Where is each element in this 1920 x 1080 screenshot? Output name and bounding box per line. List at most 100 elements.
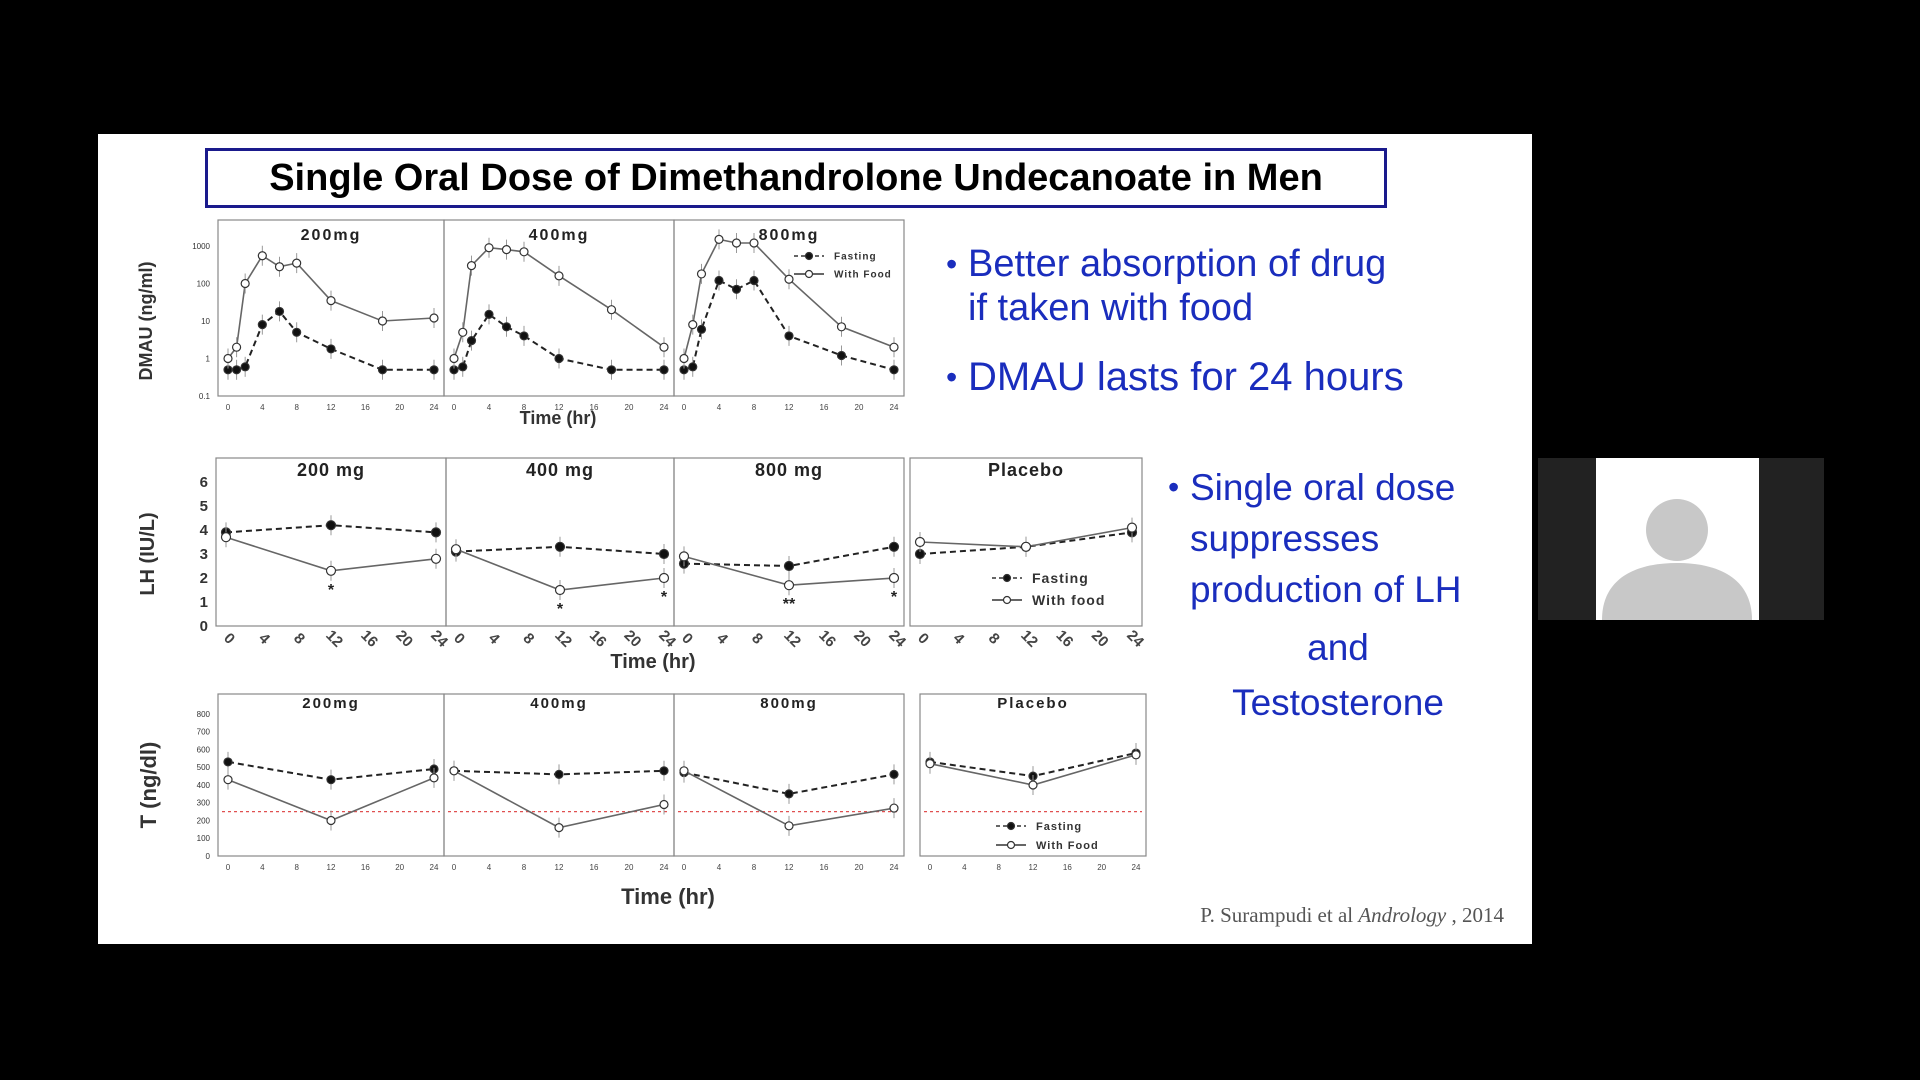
- chart-0-panel-1-point-with-food: [484, 243, 494, 253]
- chart-0-panel-0-point-with-food: [231, 342, 242, 352]
- chart-1-legend-marker-1: [1002, 595, 1012, 605]
- chart-1-ylabel: LH (IU/L): [137, 512, 159, 595]
- chart-1-panel-1-xtick-label: 12: [551, 627, 575, 651]
- chart-2-panel-1-xtick-label: 8: [522, 863, 527, 872]
- chart-2-panel-0-xtick-label: 8: [294, 863, 299, 872]
- chart-2-panel-2-series-fasting-line: [683, 771, 895, 795]
- chart-0-panel-2-xtick-label: 24: [890, 403, 899, 412]
- chart-1-ytick-label: 5: [200, 498, 208, 515]
- chart-2-panel-3-xtick-label: 8: [996, 863, 1001, 872]
- chart-1-panel-2-point-fasting: [888, 541, 900, 552]
- chart-0-panel-1-series-with-food-line: [453, 246, 665, 359]
- chart-1-panel-0-xtick-label: 0: [220, 630, 238, 648]
- citation-authors: P. Surampudi et al: [1200, 903, 1354, 927]
- chart-0-panel-1-xtick-label: 0: [452, 403, 457, 412]
- chart-0-panel-2-point-with-food: [889, 342, 899, 352]
- chart-2-panel-3-point-with-food: [925, 759, 935, 769]
- presentation-slide: Single Oral Dose of Dimethandrolone Unde…: [98, 134, 1532, 944]
- chart-1-panel-2-title: 800 mg: [755, 460, 823, 480]
- chart-2-panel-2-point-with-food: [889, 803, 899, 813]
- chart-1-panel-2-xtick-label: 0: [678, 630, 696, 648]
- bullet-absorption: • Better absorption of drug if taken wit…: [946, 243, 1387, 329]
- chart-0-panel-2-point-fasting: [714, 275, 724, 286]
- chart-0-panel-0-point-with-food: [257, 251, 267, 261]
- chart-2-ytick-label: 700: [197, 728, 211, 737]
- chart-0-panel-0-point-with-food: [377, 316, 388, 326]
- chart-0-panel-0-point-fasting: [240, 362, 250, 372]
- chart-1-panel-1-xtick-label: 8: [520, 630, 538, 648]
- participant-video: [1596, 458, 1759, 620]
- chart-2-panel-2-xtick-label: 4: [717, 863, 722, 872]
- chart-2-panel-0-xtick-label: 24: [430, 863, 439, 872]
- chart-2-panel-0-point-with-food: [223, 775, 233, 785]
- chart-0-legend-entry-0: Fasting: [834, 252, 877, 263]
- chart-2-panel-0-point-fasting: [223, 757, 233, 767]
- chart-1-panel-2-point-with-food: [783, 580, 795, 591]
- chart-2-ytick-label: 600: [197, 745, 211, 754]
- chart-1-panel-3-frame: [909, 457, 1143, 627]
- chart-2-panel-3-xtick-label: 24: [1132, 863, 1141, 872]
- chart-0-panel-2-point-with-food: [679, 353, 689, 364]
- chart-0-panel-0-point-fasting: [292, 327, 302, 337]
- citation-journal: Andrology: [1358, 903, 1447, 927]
- chart-1-ytick-label: 3: [200, 546, 208, 563]
- chart-2-panel-2-xtick-label: 16: [820, 863, 829, 872]
- chart-0-panel-1-point-with-food: [458, 327, 468, 337]
- chart-1-panel-3-title: Placebo: [988, 460, 1064, 480]
- chart-0-panel-1-point-fasting: [501, 322, 512, 332]
- chart-0-panel-1-point-with-food: [519, 247, 529, 257]
- chart-2-panel-1-xtick-label: 20: [625, 863, 634, 872]
- bullet-absorption-line1: Better absorption of drug: [968, 243, 1387, 285]
- chart-0-panel-2-point-with-food: [749, 238, 759, 248]
- chart-1-panel-3-xtick-label: 20: [1088, 627, 1112, 651]
- chart-0-panel-2-title: 800mg: [759, 227, 820, 244]
- bullet-duration: • DMAU lasts for 24 hours: [946, 355, 1404, 399]
- chart-1-panel-0-point-with-food: [220, 532, 232, 543]
- chart-2-panel-3-point-with-food: [1131, 750, 1141, 760]
- chart-0-panel-2-point-fasting: [889, 365, 899, 375]
- chart-0-panel-1-point-with-food: [466, 261, 477, 271]
- bullet-suppression-line1: Single oral dose: [1190, 467, 1456, 508]
- chart-1-panel-1-significance-marker: *: [557, 601, 564, 618]
- chart-0-ytick-label: 1000: [192, 242, 210, 251]
- chart-1-panel-2-xtick-label: 12: [780, 627, 804, 651]
- chart-2-panel-1-xtick-label: 0: [452, 863, 457, 872]
- chart-0-panel-0-point-fasting: [429, 365, 439, 375]
- chart-1-xlabel: Time (hr): [610, 651, 695, 673]
- chart-2-panel-2-point-with-food: [679, 766, 689, 776]
- chart-0-panel-2-point-fasting: [836, 350, 847, 361]
- chart-1-panel-0-xtick-label: 24: [427, 627, 451, 651]
- chart-1-panel-3-xtick-label: 12: [1017, 627, 1041, 651]
- chart-1-panel-1-xtick-label: 4: [485, 630, 503, 648]
- chart-1-panel-3-point-with-food: [914, 536, 926, 548]
- chart-1-ytick-label: 4: [200, 522, 209, 539]
- chart-1-panel-2-point-fasting: [783, 560, 795, 572]
- chart-0-panel-2-point-fasting: [749, 275, 759, 286]
- chart-2-legend-entry-1: With Food: [1036, 840, 1099, 852]
- chart-1-panel-2-significance-marker: **: [783, 596, 796, 613]
- bullet-suppression-line3: production of LH: [1190, 569, 1462, 610]
- chart-2-ylabel: T (ng/dl): [136, 742, 161, 829]
- chart-2-panel-1-point-fasting: [659, 766, 669, 776]
- chart-2-panel-2-point-fasting: [889, 769, 899, 779]
- chart-0-panel-1-point-with-food: [659, 342, 669, 352]
- chart-2-ytick-label: 0: [206, 852, 211, 861]
- chart-1-ytick-label: 6: [200, 474, 208, 491]
- chart-2-legend-entry-0: Fasting: [1036, 821, 1082, 833]
- chart-1-panel-2-xtick-label: 8: [748, 630, 766, 648]
- chart-1-panel-2-significance-marker: *: [891, 589, 898, 606]
- participant-tile[interactable]: [1538, 458, 1824, 620]
- chart-1-panel-3-xtick-label: 8: [985, 630, 1003, 648]
- chart-1-legend-entry-1: With food: [1032, 592, 1105, 608]
- chart-2-panel-0-xtick-label: 20: [395, 863, 404, 872]
- chart-1-panel-1-point-with-food: [450, 544, 462, 555]
- chart-0-panel-1-point-fasting: [606, 365, 617, 375]
- chart-0-panel-0-point-with-food: [429, 313, 439, 323]
- chart-0-panel-0-point-fasting: [231, 365, 242, 375]
- bullet-duration-text: DMAU lasts for 24 hours: [968, 355, 1404, 399]
- chart-1-panel-3-point-with-food: [1020, 541, 1032, 552]
- chart-2-ytick-label: 400: [197, 781, 211, 790]
- chart-2-xlabel: Time (hr): [621, 884, 715, 909]
- chart-0-panel-1-title: 400mg: [529, 227, 590, 244]
